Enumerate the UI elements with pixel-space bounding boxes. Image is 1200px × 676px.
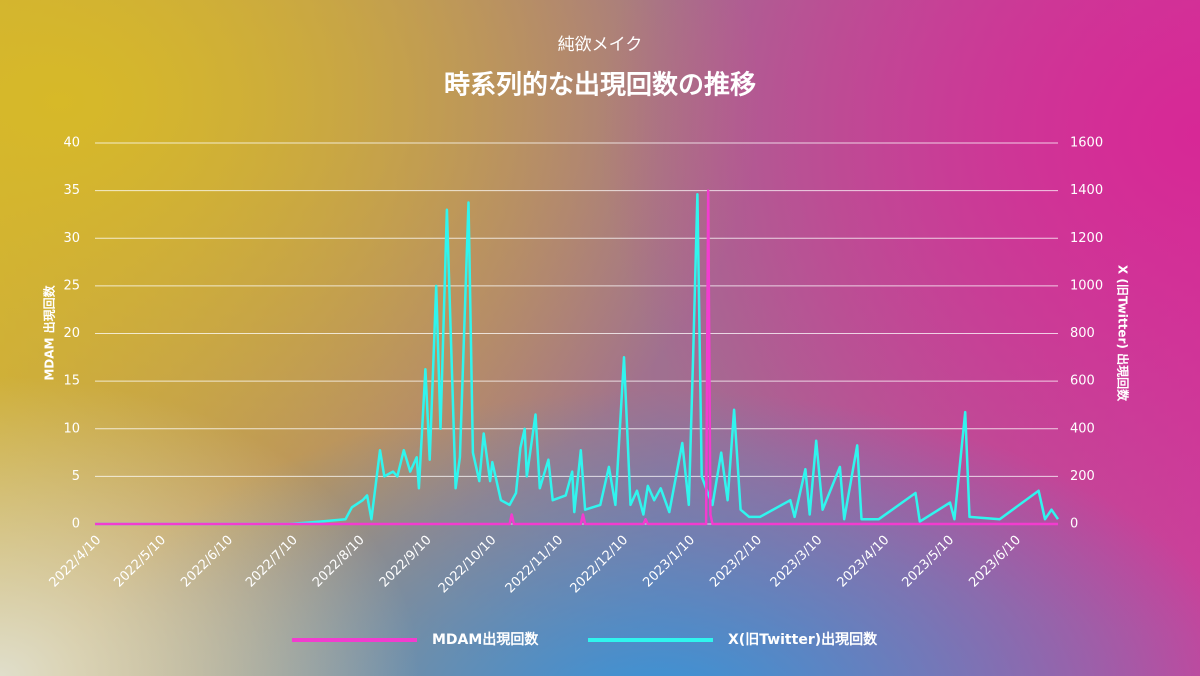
chart-title: 時系列的な出現回数の推移 xyxy=(444,70,756,101)
x-tick-label: 2022/6/10 xyxy=(178,533,236,591)
x-tick-label: 2022/7/10 xyxy=(243,533,301,591)
y-tick-label: 20 xyxy=(63,326,80,341)
x-tick-label: 2022/9/10 xyxy=(377,533,435,591)
y-tick-label: 15 xyxy=(63,374,80,389)
y-axis-label: MDAM 出現回数 xyxy=(42,284,57,380)
y2-tick-label: 1000 xyxy=(1070,278,1103,293)
x-tick-label: 2022/12/10 xyxy=(568,533,632,597)
y-tick-label: 25 xyxy=(63,278,80,293)
y-tick-label: 10 xyxy=(63,421,80,436)
x-tick-label: 2023/1/10 xyxy=(640,533,698,591)
y-tick-label: 0 xyxy=(72,517,80,532)
y2-tick-label: 0 xyxy=(1070,517,1078,532)
y2-tick-label: 1600 xyxy=(1070,136,1103,151)
y-tick-label: 35 xyxy=(63,183,80,198)
series-line xyxy=(95,192,1060,526)
x-tick-label: 2023/3/10 xyxy=(768,533,826,591)
x-tick-label: 2023/2/10 xyxy=(707,533,765,591)
x-tick-label: 2022/5/10 xyxy=(111,533,169,591)
x-tick-label: 2022/4/10 xyxy=(47,533,105,591)
legend-label: MDAM出現回数 xyxy=(432,631,539,648)
x-tick-label: 2022/11/10 xyxy=(503,533,567,597)
x-tick-label: 2022/8/10 xyxy=(310,533,368,591)
y2-tick-label: 1400 xyxy=(1070,183,1103,198)
y2-tick-label: 200 xyxy=(1070,469,1095,484)
y2-axis-label: X (旧Twitter) 出現回数 xyxy=(1116,265,1131,402)
y-tick-label: 30 xyxy=(63,231,80,246)
x-tick-label: 2023/5/10 xyxy=(899,533,957,591)
y2-tick-label: 600 xyxy=(1070,374,1095,389)
series-line xyxy=(95,189,1058,526)
y2-tick-label: 800 xyxy=(1070,326,1095,341)
y-tick-label: 40 xyxy=(63,136,80,151)
y2-tick-label: 1200 xyxy=(1070,231,1103,246)
legend-label: X(旧Twitter)出現回数 xyxy=(728,631,878,648)
x-tick-label: 2022/10/10 xyxy=(436,533,500,597)
x-tick-label: 2023/4/10 xyxy=(835,533,893,591)
chart-subtitle: 純欲メイク xyxy=(558,35,643,55)
y2-tick-label: 400 xyxy=(1070,421,1095,436)
x-tick-label: 2023/6/10 xyxy=(966,533,1024,591)
y-tick-label: 5 xyxy=(72,469,80,484)
